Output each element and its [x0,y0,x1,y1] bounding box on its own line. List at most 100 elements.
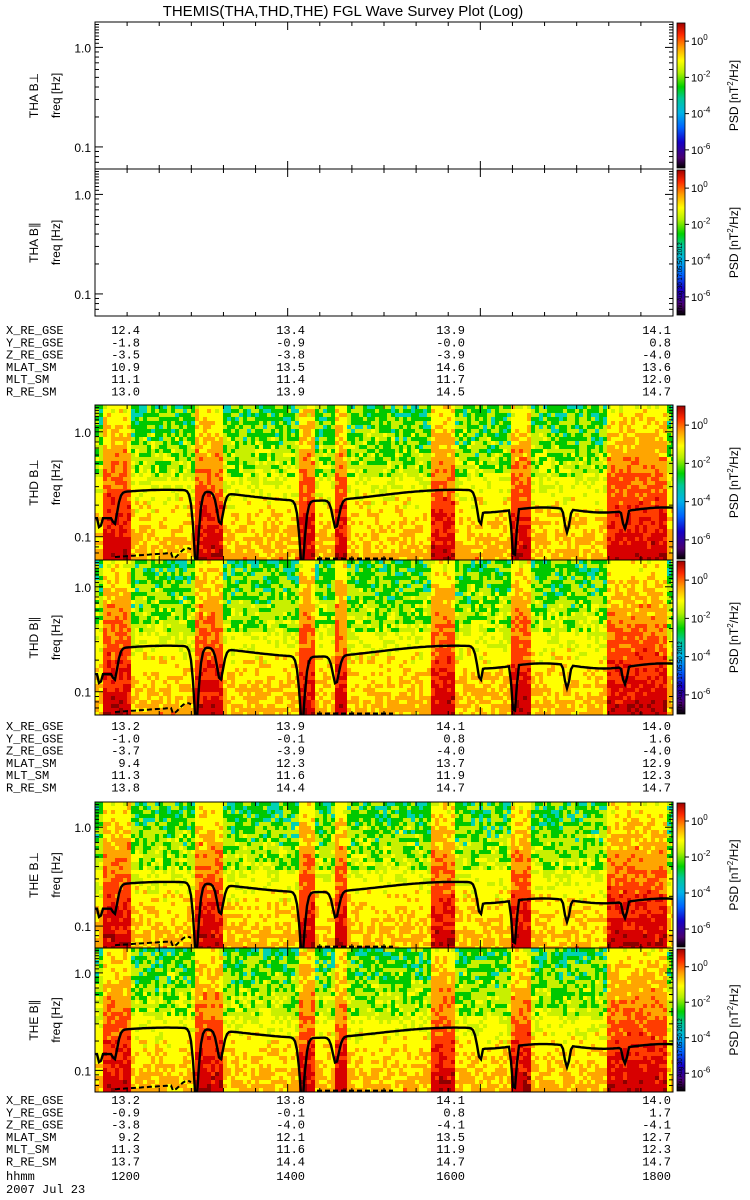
ephem-label-tha-z_re_gse: Z_RE_GSE [6,349,64,363]
axis-layer: 1.0 0.1 THA B⊥ freq [Hz] 1.0 0.1 THA B∥ freq [H… [27,21,674,1093]
ephem-value-the-3-1: 12.1 [276,1131,305,1145]
spectrogram-3 [95,405,673,560]
colorbar-tick-2-3: 10-6 [691,289,711,304]
colorbar-tick-3-0: 100 [691,417,708,432]
y-tick-label-2-high: 1.0 [74,188,91,202]
ephem-value-tha-2-1: -3.8 [276,349,305,363]
freq-axis-label-4: freq [Hz] [49,615,63,660]
freq-axis-label-2: freq [Hz] [49,220,63,265]
ephem-value-tha-4-2: 11.7 [436,373,465,387]
overlay-solid-line-6 [95,1026,673,1092]
ephem-value-thd-3-3: 12.9 [642,757,671,771]
ephem-label-the-r_re_sm: R_RE_SM [6,1156,56,1170]
y-tick-label-6-low: 0.1 [74,1064,91,1078]
colorbar-label-1: PSD [nT2/Hz] [726,60,741,131]
colorbar-tick-1-1: 10-2 [691,69,711,84]
ephem-value-tha-3-0: 10.9 [111,361,140,375]
ephem-value-the-0-0: 13.2 [111,1094,140,1108]
colorbar-tick-1-2: 10-4 [691,106,711,121]
time-tick-label-1200: 1200 [111,1170,140,1184]
colorbar-tick-2-1: 10-2 [691,216,711,231]
ephem-label-thd-mlt_sm: MLT_SM [6,769,49,783]
panel-label-2: THA B∥ [27,222,41,263]
ephem-value-thd-3-0: 9.4 [118,757,140,771]
ephem-value-thd-0-2: 14.1 [436,720,465,734]
spectrogram-6 [95,948,673,1092]
ephem-value-the-2-2: -4.1 [436,1119,465,1133]
colorbar-tick-5-0: 100 [691,813,708,828]
ephem-value-thd-1-0: -1.0 [111,732,140,746]
ephem-value-the-0-3: 14.0 [642,1094,671,1108]
ephem-value-the-5-1: 14.4 [276,1156,305,1170]
colorbar-tick-4-3: 10-6 [691,687,711,702]
colorbar-layer: 100 10-2 10-4 10-6 PSD [nT2/Hz] 100 10-2 10-4 10… [676,22,741,1092]
ephem-value-tha-3-2: 14.6 [436,361,465,375]
ephem-value-tha-5-0: 13.0 [111,386,140,400]
colorbar-label-6: PSD [nT2/Hz] [726,984,741,1055]
colorbar-tick-5-3: 10-6 [691,921,711,936]
freq-axis-label-5: freq [Hz] [49,852,63,897]
freq-axis-label-3: freq [Hz] [49,460,63,505]
colorbar-tick-6-0: 100 [691,959,708,974]
ephem-value-the-5-3: 14.7 [642,1156,671,1170]
panel-label-6: THE B∥ [27,999,41,1040]
panel-frame-1 [94,21,674,170]
ephem-value-tha-3-1: 13.5 [276,361,305,375]
ephem-label-the-mlat_sm: MLAT_SM [6,1131,56,1145]
colorbar-tick-3-1: 10-2 [691,455,711,470]
panel-label-3: THD B⊥ [27,459,41,505]
ephem-label-the-mlt_sm: MLT_SM [6,1143,49,1157]
overlay-solid-line-4 [95,644,673,715]
heatmap-layer [95,405,673,1092]
ephem-value-tha-1-1: -0.9 [276,336,305,350]
colorbar-5: 100 10-2 10-4 10-6 PSD [nT2/Hz] [676,802,741,948]
ephem-value-thd-0-3: 14.0 [642,720,671,734]
ephem-value-tha-2-3: -4.0 [642,349,671,363]
ephem-value-thd-2-0: -3.7 [111,745,140,759]
y-tick-label-5-low: 0.1 [74,920,91,934]
plot-timestamp-2: Thu Aug 30 17:05:50 2012 [678,641,684,712]
colorbar-tick-5-1: 10-2 [691,849,711,864]
spectrogram-4 [95,560,673,715]
ephem-value-tha-0-0: 12.4 [111,324,140,338]
ephem-value-thd-4-2: 11.9 [436,769,465,783]
ephem-value-the-1-2: 0.8 [443,1106,465,1120]
panel-label-1: THA B⊥ [27,73,41,118]
ephem-value-the-0-2: 14.1 [436,1094,465,1108]
overlay-layer [95,488,673,1092]
colorbar-label-2: PSD [nT2/Hz] [726,207,741,278]
freq-axis-label-6: freq [Hz] [49,997,63,1042]
ephem-value-tha-0-1: 13.4 [276,324,305,338]
ephem-value-thd-5-3: 14.7 [642,782,671,796]
colorbar-1: 100 10-2 10-4 10-6 PSD [nT2/Hz] [676,22,741,169]
ephemeris-layer: X_RE_GSE 12.4 13.4 13.9 14.1 Y_RE_GSE -1.8 -0.9… [6,324,671,1184]
colorbar-4: 100 10-2 10-4 10-6 PSD [nT2/Hz] [676,560,741,715]
ephem-value-tha-5-1: 13.9 [276,386,305,400]
ephem-value-thd-4-1: 11.6 [276,769,305,783]
ephem-value-thd-1-1: -0.1 [276,732,305,746]
ephem-value-the-0-1: 13.8 [276,1094,305,1108]
ephem-value-thd-3-2: 13.7 [436,757,465,771]
colorbar-tick-4-2: 10-4 [691,649,711,664]
ephem-value-the-2-0: -3.8 [111,1119,140,1133]
y-tick-label-3-low: 0.1 [74,531,91,545]
overlay-dashed-line-4 [114,702,393,715]
ephem-value-tha-3-3: 13.6 [642,361,671,375]
colorbar-tick-6-3: 10-6 [691,1065,711,1080]
y-tick-label-5-high: 1.0 [74,821,91,835]
ephem-value-thd-3-1: 12.3 [276,757,305,771]
colorbar-tick-5-2: 10-4 [691,885,711,900]
ephem-value-thd-2-1: -3.9 [276,745,305,759]
ephem-value-the-2-3: -4.1 [642,1119,671,1133]
ephem-value-thd-5-2: 14.7 [436,782,465,796]
colorbar-tick-2-0: 100 [691,180,708,195]
colorbar-tick-3-2: 10-4 [691,494,711,509]
ephem-value-thd-4-3: 12.3 [642,769,671,783]
y-tick-label-2-low: 0.1 [74,288,91,302]
ephem-label-thd-r_re_sm: R_RE_SM [6,782,56,796]
colorbar-3: 100 10-2 10-4 10-6 PSD [nT2/Hz] [676,405,741,560]
ephem-value-the-4-2: 11.9 [436,1143,465,1157]
ephem-value-the-1-1: -0.1 [276,1106,305,1120]
ephem-value-the-4-0: 11.3 [111,1143,140,1157]
ephem-value-the-1-3: 1.7 [649,1106,671,1120]
